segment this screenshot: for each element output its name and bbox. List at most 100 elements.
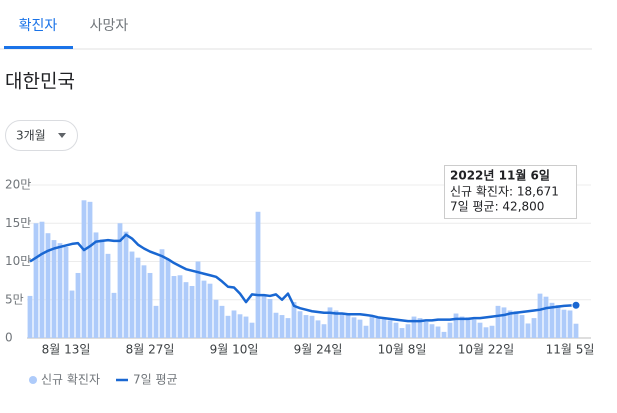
tab[interactable]: 사망자 [90, 18, 129, 34]
x-tick-label: 9월 24일 [294, 343, 343, 357]
bar [495, 305, 501, 338]
bar [291, 302, 297, 338]
bar [417, 318, 423, 338]
bar [387, 320, 393, 338]
bar [447, 322, 453, 338]
bar [69, 290, 75, 338]
bar [231, 310, 237, 338]
bar [75, 272, 81, 338]
bar [225, 315, 231, 338]
bar [519, 315, 525, 338]
bar [171, 276, 177, 338]
bar [501, 307, 507, 338]
bar [351, 317, 357, 338]
bar [165, 259, 171, 338]
bar [405, 324, 411, 338]
bar [183, 282, 189, 338]
bar [555, 305, 561, 338]
bar [297, 311, 303, 338]
x-tick-label: 10월 8일 [378, 343, 427, 357]
y-tick-label: 20만 [5, 178, 31, 192]
y-tick-label: 0 [5, 331, 13, 345]
bar [213, 299, 219, 338]
bar [159, 249, 165, 338]
bar [441, 331, 447, 338]
bar [51, 240, 57, 338]
x-tick-label: 8월 27일 [126, 343, 175, 357]
bar [219, 305, 225, 338]
tab[interactable]: 확진자 [19, 18, 58, 34]
dropdown-arrow [58, 133, 66, 138]
bar [195, 261, 201, 338]
bar [249, 322, 255, 338]
bar [315, 320, 321, 338]
bar [63, 246, 69, 338]
bar [345, 315, 351, 338]
bar [507, 310, 513, 338]
bar [363, 325, 369, 338]
period-dropdown[interactable] [5, 120, 78, 151]
bar [237, 314, 243, 338]
bar [303, 315, 309, 338]
x-tick-label: 11월 5일 [546, 343, 595, 357]
bar [105, 253, 111, 338]
bar [39, 221, 45, 338]
bar [531, 318, 537, 338]
bar [189, 285, 195, 338]
legend-marker [29, 376, 37, 384]
bar [381, 318, 387, 338]
region-title: 대한민국 [5, 71, 75, 93]
bar [537, 293, 543, 338]
bar [477, 322, 483, 338]
x-tick-label: 9월 10일 [210, 343, 259, 357]
line [29, 233, 577, 323]
bar [483, 327, 489, 338]
bar [549, 302, 555, 338]
bar [111, 292, 117, 338]
y-tick-label: 5만 [5, 292, 24, 306]
bar [81, 200, 87, 338]
bar [435, 326, 441, 338]
bar [45, 233, 51, 338]
bar [333, 310, 339, 338]
bar [33, 223, 39, 338]
bar [459, 316, 465, 338]
tooltip-box [444, 165, 577, 219]
bar [543, 296, 549, 338]
x-tick-label: 10월 22일 [458, 343, 514, 357]
bar [141, 265, 147, 338]
bar [267, 298, 273, 338]
bar [357, 319, 363, 338]
bar [201, 280, 207, 338]
tab-indicator [4, 46, 73, 49]
bar [573, 323, 579, 338]
y-tick-label: 10만 [5, 254, 31, 268]
bar [339, 312, 345, 338]
bar [273, 312, 279, 338]
bar [255, 211, 261, 338]
bar [27, 295, 33, 338]
bar [117, 223, 123, 338]
bar [321, 324, 327, 338]
x-tick-label: 8월 13일 [42, 343, 91, 357]
bar [261, 294, 267, 338]
bar [525, 323, 531, 338]
bar [453, 313, 459, 338]
bar [147, 272, 153, 338]
bar [129, 251, 135, 338]
bar [369, 315, 375, 338]
bar [99, 239, 105, 338]
legend-label: 신규 확진자 [41, 373, 100, 387]
bar [471, 319, 477, 338]
bar [285, 318, 291, 338]
bar [465, 317, 471, 338]
bar [123, 231, 129, 338]
bar [423, 321, 429, 338]
bar [177, 275, 183, 338]
bar [393, 322, 399, 338]
period-label: 3개월 [16, 129, 46, 143]
bar [513, 311, 519, 338]
